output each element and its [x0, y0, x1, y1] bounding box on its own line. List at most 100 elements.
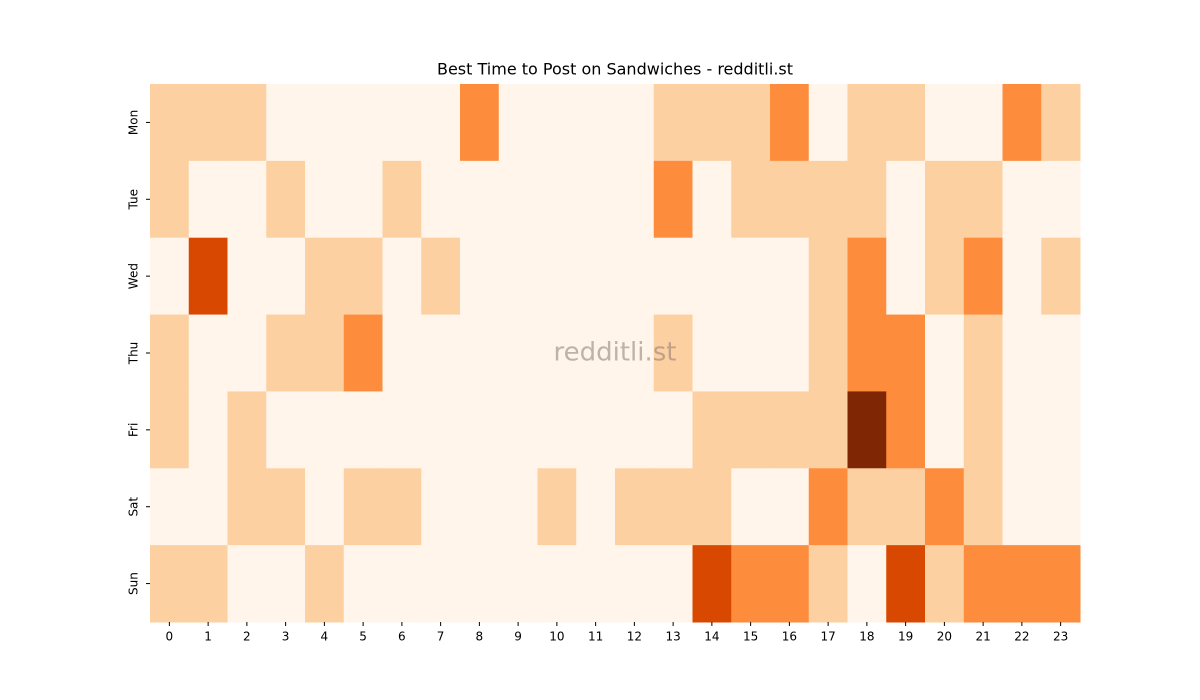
- heatmap-cell: [305, 468, 345, 546]
- heatmap-cell: [576, 160, 616, 239]
- heatmap-cell: [731, 84, 771, 162]
- heatmap-cell: [537, 391, 577, 469]
- heatmap-cell: [498, 545, 538, 623]
- heatmap-cell: [343, 84, 383, 162]
- heatmap-cell: [537, 314, 577, 392]
- heatmap-cell: [770, 84, 810, 162]
- x-tick-label: 11: [588, 630, 603, 644]
- heatmap-cell: [537, 237, 577, 316]
- heatmap-cell: [343, 545, 383, 623]
- heatmap-cell: [692, 237, 732, 316]
- heatmap-cell: [770, 314, 810, 392]
- heatmap-cell: [421, 314, 461, 392]
- heatmap-cells: [150, 84, 1081, 623]
- heatmap-cell: [886, 84, 926, 162]
- x-tick-label: 6: [398, 630, 406, 644]
- heatmap-cell: [925, 391, 965, 469]
- heatmap-cell: [460, 160, 500, 239]
- heatmap-cell: [731, 468, 771, 546]
- heatmap-cell: [537, 545, 577, 623]
- watermark: redditli.st: [554, 338, 677, 368]
- y-tick-label: Tue: [127, 189, 141, 211]
- heatmap-cell: [615, 160, 655, 239]
- heatmap-cell: [305, 314, 345, 392]
- heatmap-cell: [615, 84, 655, 162]
- y-tick-label: Wed: [127, 263, 141, 289]
- heatmap-cell: [266, 84, 306, 162]
- heatmap-cell: [653, 314, 693, 392]
- heatmap-cell: [460, 391, 500, 469]
- x-tick-label: 3: [282, 630, 290, 644]
- heatmap-cell: [343, 314, 383, 392]
- heatmap-cell: [963, 314, 1003, 392]
- x-tick-label: 7: [437, 630, 445, 644]
- heatmap-cell: [925, 237, 965, 316]
- heatmap-cell: [460, 237, 500, 316]
- heatmap-cell: [576, 314, 616, 392]
- heatmap-cell: [770, 468, 810, 546]
- heatmap-cell: [382, 237, 422, 316]
- heatmap-cell: [770, 237, 810, 316]
- x-tick-label: 18: [859, 630, 874, 644]
- heatmap-cell: [421, 84, 461, 162]
- heatmap-cell: [266, 314, 306, 392]
- heatmap-cell: [808, 314, 848, 392]
- heatmap-cell: [925, 545, 965, 623]
- heatmap-cell: [1002, 314, 1042, 392]
- heatmap-cell: [731, 545, 771, 623]
- heatmap-cell: [963, 545, 1003, 623]
- heatmap-cell: [1002, 545, 1042, 623]
- heatmap-cell: [886, 160, 926, 239]
- x-tick-label: 8: [476, 630, 484, 644]
- heatmap-cell: [808, 391, 848, 469]
- heatmap-cell: [808, 84, 848, 162]
- x-tick-label: 20: [937, 630, 952, 644]
- heatmap-cell: [963, 237, 1003, 316]
- heatmap-cell: [847, 545, 887, 623]
- heatmap-cell: [227, 468, 267, 546]
- heatmap-cell: [305, 160, 345, 239]
- heatmap-cell: [576, 545, 616, 623]
- x-tick-label: 4: [321, 630, 329, 644]
- x-tick-label: 14: [704, 630, 719, 644]
- heatmap-cell: [460, 468, 500, 546]
- heatmap-cell: [227, 237, 267, 316]
- heatmap-cell: [963, 84, 1003, 162]
- heatmap-cell: [382, 84, 422, 162]
- chart-title: Best Time to Post on Sandwiches - reddit…: [437, 60, 793, 79]
- x-tick-label: 19: [898, 630, 913, 644]
- heatmap-cell: [382, 468, 422, 546]
- heatmap-cell: [150, 84, 190, 162]
- heatmap-cell: [460, 84, 500, 162]
- heatmap-cell: [847, 84, 887, 162]
- heatmap-cell: [343, 237, 383, 316]
- heatmap-cell: [188, 84, 228, 162]
- heatmap-cell: [653, 391, 693, 469]
- heatmap-cell: [266, 160, 306, 239]
- heatmap-cell: [227, 314, 267, 392]
- heatmap-cell: [537, 84, 577, 162]
- x-tick-label: 1: [204, 630, 212, 644]
- heatmap-cell: [615, 391, 655, 469]
- heatmap-cell: [343, 391, 383, 469]
- heatmap-cell: [576, 468, 616, 546]
- heatmap-cell: [653, 468, 693, 546]
- heatmap-cell: [1002, 237, 1042, 316]
- x-tick-label: 21: [975, 630, 990, 644]
- heatmap-cell: [847, 391, 887, 469]
- heatmap-cell: [576, 237, 616, 316]
- heatmap-cell: [188, 468, 228, 546]
- heatmap-cell: [498, 160, 538, 239]
- heatmap-cell: [227, 160, 267, 239]
- heatmap-cell: [421, 237, 461, 316]
- heatmap-cell: [847, 314, 887, 392]
- x-tick-label: 23: [1053, 630, 1068, 644]
- heatmap-cell: [188, 391, 228, 469]
- heatmap-cell: [188, 160, 228, 239]
- heatmap-cell: [963, 160, 1003, 239]
- heatmap-cell: [847, 468, 887, 546]
- heatmap-cell: [150, 160, 190, 239]
- heatmap-cell: [731, 237, 771, 316]
- heatmap-cell: [498, 237, 538, 316]
